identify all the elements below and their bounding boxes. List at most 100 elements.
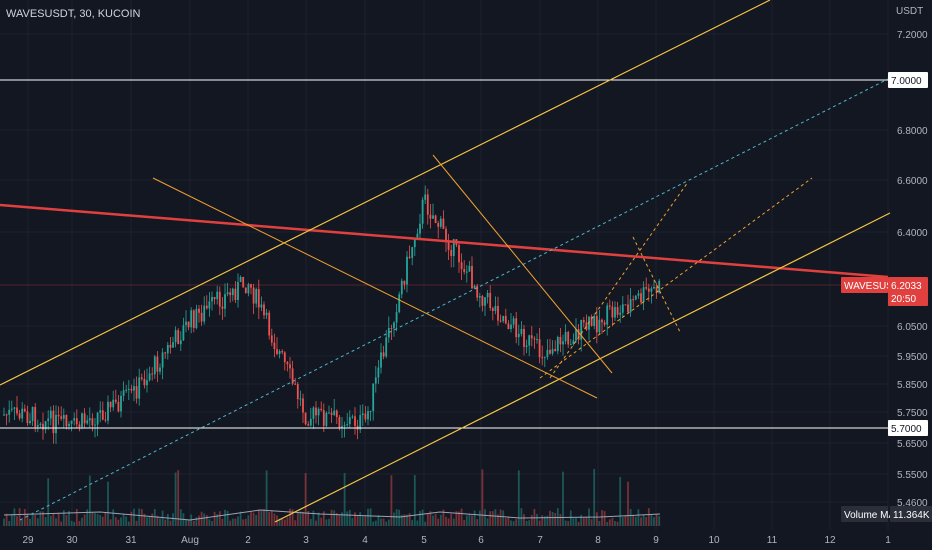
volume-bar [445, 516, 447, 526]
symbol-title[interactable]: WAVESUSDT, 30, KUCOIN [6, 8, 141, 20]
volume-bar [47, 478, 50, 526]
price-tick-label: 6.4000 [897, 228, 928, 239]
volume-bar [650, 515, 653, 526]
candle-body [621, 304, 624, 313]
volume-bar [546, 515, 549, 526]
candle-body [476, 285, 479, 298]
candle-body [325, 412, 328, 426]
volume-bar [484, 509, 486, 526]
volume-bar [585, 517, 588, 526]
current-symbol-tag-bg [841, 277, 888, 293]
candle-body [96, 412, 99, 425]
volume-bar [70, 520, 73, 526]
candle-body [629, 299, 632, 313]
candle-body [31, 406, 34, 421]
price-tick-label: 6.0500 [897, 322, 928, 333]
candle-body [408, 256, 411, 258]
candle-body [471, 265, 473, 289]
volume-bar [629, 508, 632, 526]
candle-body [166, 344, 169, 354]
price-tick-label: 6.8000 [897, 126, 928, 137]
level-low-tag: 5.7000 [891, 424, 922, 435]
channel-upper-line [0, 0, 771, 386]
price-tick-label: 5.7500 [897, 408, 928, 419]
candle-body [523, 328, 525, 347]
volume-bar [320, 517, 323, 526]
volume-bar [83, 514, 86, 526]
volume-bar [624, 515, 627, 526]
candle-body [603, 322, 606, 325]
volume-bar [632, 514, 635, 526]
volume-bar [211, 521, 213, 526]
volume-bar [554, 513, 557, 526]
volume-bar [611, 517, 614, 526]
candle-body [359, 415, 362, 430]
volume-bar [642, 514, 645, 526]
volume-bar [346, 511, 349, 526]
time-tick-label: 7 [537, 535, 543, 546]
candle-body [541, 357, 544, 359]
candle-body [174, 330, 177, 343]
candle-body [244, 287, 247, 294]
drawings[interactable] [0, 0, 891, 523]
candle-body [307, 424, 310, 426]
volume-bar [528, 520, 531, 526]
time-tick-label: 6 [478, 535, 484, 546]
candle-body [130, 388, 133, 391]
volume-bars [3, 468, 661, 526]
volume-bar [637, 509, 640, 526]
candle-body [125, 389, 128, 391]
wedge-upper-line [432, 154, 613, 374]
volume-bar [10, 514, 13, 526]
volume-bar [21, 519, 24, 526]
candle-body [608, 305, 611, 307]
candle-body [377, 367, 380, 378]
candle-body [380, 352, 382, 368]
volume-bar [52, 513, 55, 526]
volume-bar [455, 511, 458, 526]
candle-body [156, 356, 159, 372]
candle-body [512, 318, 515, 325]
candle-body [393, 322, 395, 329]
volume-bar [237, 516, 239, 526]
volume-bar [304, 473, 307, 526]
candle-body [309, 418, 312, 426]
candle-body [52, 410, 55, 434]
volume-bar [335, 513, 338, 526]
volume-bar [595, 512, 598, 526]
volume-bar [179, 509, 182, 526]
candle-body [598, 319, 601, 333]
candle-body [403, 280, 406, 285]
volume-bar [590, 519, 593, 526]
volume-bar [489, 511, 492, 526]
candle-body [601, 319, 603, 323]
volume-bar [192, 520, 195, 526]
candle-body [585, 322, 588, 330]
candle-body [120, 395, 122, 412]
volume-bar [31, 512, 34, 526]
candle-body [551, 349, 554, 354]
candle-body [177, 330, 180, 345]
candle-body [34, 406, 37, 427]
resistance-trendline [0, 203, 889, 279]
volume-bar [117, 519, 120, 526]
candle-body [55, 414, 57, 434]
volume-bar [283, 519, 286, 526]
candle-body [286, 362, 289, 365]
candle-body [114, 399, 117, 402]
volume-bar [572, 518, 575, 526]
volume-bar [614, 521, 616, 526]
time-tick-label: 1 [885, 535, 891, 546]
candle-body [655, 286, 658, 293]
candle-body [614, 307, 616, 318]
candle-body [36, 425, 39, 427]
volume-bar [356, 516, 359, 526]
price-tick-label: 5.6500 [897, 439, 928, 450]
candle-body [213, 296, 216, 300]
candles [3, 185, 661, 444]
candle-body [590, 316, 593, 326]
candle-body [549, 349, 551, 354]
volume-bar [562, 471, 564, 526]
